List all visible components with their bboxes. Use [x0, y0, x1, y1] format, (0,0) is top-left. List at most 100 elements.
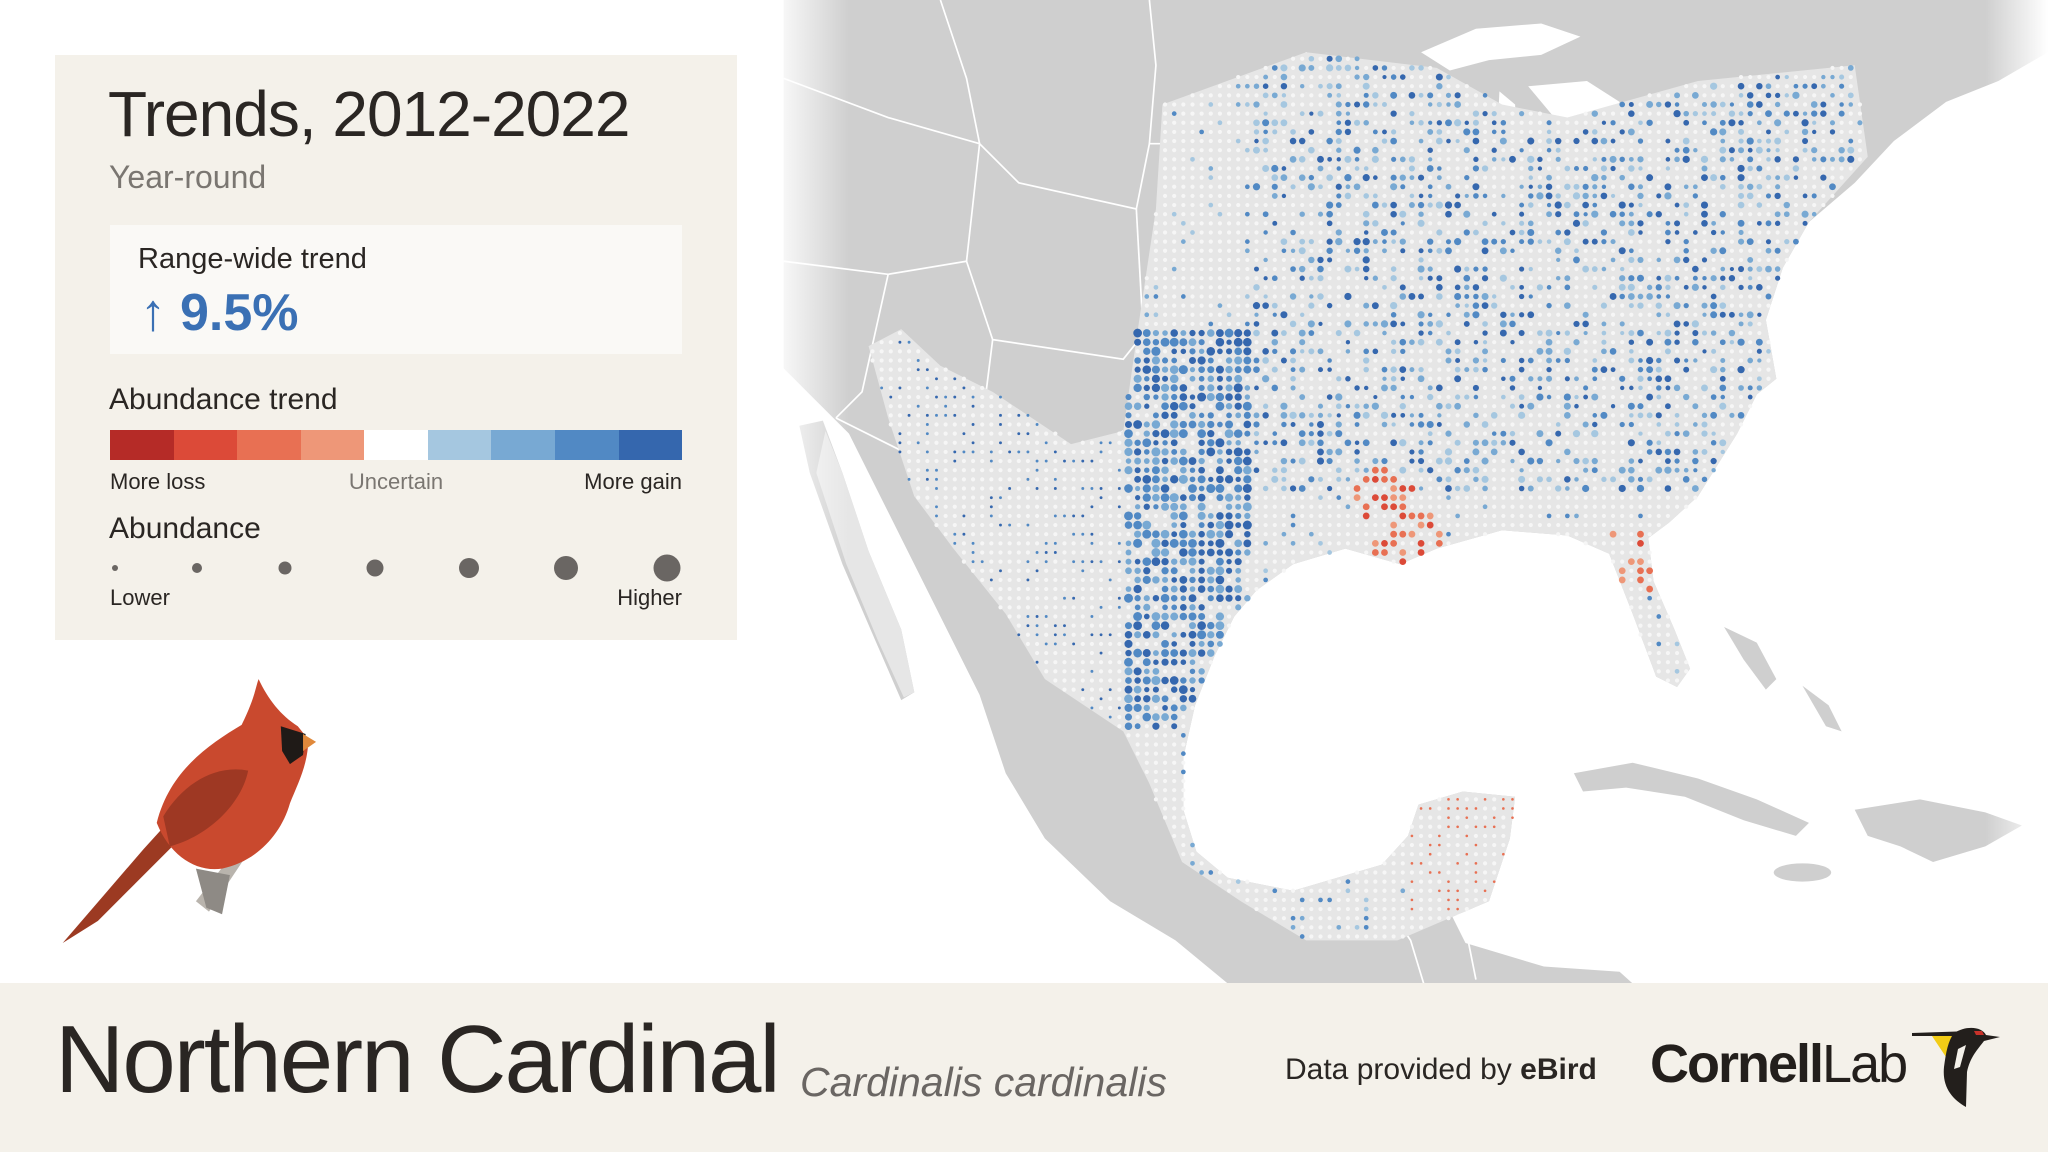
trend-dot: [1354, 367, 1360, 372]
trend-dot: [1226, 248, 1232, 253]
trend-dot: [1272, 532, 1277, 537]
trend-dot: [1563, 402, 1571, 410]
trend-dot: [1482, 285, 1488, 290]
trend-dot: [1300, 477, 1305, 482]
trend-dot: [1428, 861, 1433, 866]
trend-dot: [925, 376, 930, 381]
trend-dot: [906, 468, 912, 473]
trend-dot: [1117, 660, 1122, 665]
trend-dot: [1428, 807, 1432, 810]
trend-dot: [1062, 605, 1067, 610]
trend-dot: [1408, 91, 1416, 99]
trend-dot: [1235, 476, 1241, 483]
trend-dot: [1373, 532, 1378, 537]
trend-dot: [1665, 513, 1671, 519]
trend-dot: [1792, 165, 1800, 172]
trend-dot: [1299, 897, 1305, 903]
trend-dot: [1290, 449, 1296, 455]
trend-dot: [1254, 897, 1259, 903]
trend-dot: [1263, 522, 1268, 528]
trend-dot: [1188, 538, 1197, 548]
trend-dot: [1382, 431, 1387, 436]
trend-dot: [1117, 596, 1121, 600]
trend-dot: [1408, 165, 1415, 172]
trend-dot: [1098, 504, 1104, 509]
trend-dot: [1537, 294, 1543, 299]
trend-dot: [1482, 394, 1488, 400]
trend-dot: [1124, 685, 1133, 694]
trend-dot: [1693, 221, 1698, 226]
trend-dot: [1199, 230, 1204, 235]
trend-dot: [1382, 312, 1387, 317]
trend-dot: [1062, 486, 1067, 491]
trend-dot: [1592, 477, 1597, 482]
trend-dot: [1748, 276, 1753, 281]
trend-dot: [1766, 212, 1771, 217]
trend-dot: [1318, 239, 1323, 244]
trend-dot: [952, 522, 957, 528]
trend-dot: [1135, 751, 1140, 756]
trend-dot: [1637, 530, 1644, 538]
trend-dot: [1171, 632, 1177, 638]
trend-dot: [1456, 898, 1459, 902]
trend-dot: [1161, 557, 1169, 566]
trend-dot: [1363, 915, 1369, 921]
trend-dot: [1472, 311, 1480, 319]
trend-dot: [1236, 276, 1241, 281]
trend-dot: [1446, 266, 1451, 272]
trend-dot: [1125, 558, 1132, 565]
trend-dot: [1373, 394, 1378, 400]
trend-dot: [1327, 477, 1332, 482]
trend-dot: [1263, 458, 1268, 464]
trend-dot: [1418, 833, 1424, 839]
trend-dot: [1802, 74, 1808, 80]
trend-dot: [1592, 349, 1597, 354]
trend-dot: [1738, 111, 1744, 116]
trend-dot: [1546, 166, 1552, 171]
trend-dot: [1647, 157, 1652, 162]
trend-dot: [1592, 385, 1597, 391]
trend-dot: [1215, 538, 1225, 548]
trend-dot: [1364, 870, 1369, 875]
trend-dot: [1473, 458, 1479, 464]
trend-dot: [1536, 430, 1544, 438]
trend-dot: [1172, 202, 1177, 208]
trend-dot: [1638, 394, 1643, 400]
trend-dot: [1528, 276, 1533, 281]
cornell-lab-logo[interactable]: CornellLab: [1650, 1027, 2000, 1107]
trend-dot: [1181, 248, 1186, 253]
trend-dot: [1400, 148, 1405, 153]
ebird-link[interactable]: eBird: [1520, 1053, 1597, 1086]
trend-dot: [1298, 457, 1306, 465]
trend-dot: [1702, 138, 1707, 144]
trend-dot: [1409, 413, 1415, 418]
trend-dot: [1756, 284, 1763, 291]
trend-dot: [1300, 550, 1305, 555]
trend-dot: [1126, 477, 1131, 482]
trend-dot: [1674, 458, 1680, 464]
trend-dot: [1729, 422, 1735, 427]
trend-dot: [916, 449, 921, 455]
trend-dot: [1473, 239, 1479, 244]
trend-dot: [1053, 614, 1058, 619]
trend-dot: [1684, 294, 1689, 299]
trend-dot: [1281, 431, 1287, 436]
trend-dot: [1190, 852, 1195, 857]
trend-dot: [1391, 925, 1396, 930]
trend-dot: [1162, 129, 1168, 135]
trend-dot: [1728, 311, 1735, 318]
trend-dot: [1545, 347, 1553, 355]
trend-dot: [1382, 916, 1387, 921]
trend-dot: [1573, 320, 1580, 328]
trend-dot: [999, 413, 1002, 417]
trend-dot: [1007, 596, 1012, 601]
trend-dot: [1172, 778, 1177, 784]
trend-dot: [1391, 906, 1396, 912]
trend-dot: [1601, 431, 1607, 436]
trend-dot: [1537, 111, 1543, 116]
trend-dot: [1647, 193, 1652, 199]
trend-dot: [1674, 357, 1681, 364]
trend-dot: [1510, 367, 1515, 372]
trend-dot: [1528, 148, 1533, 153]
trend-dot: [999, 523, 1002, 527]
